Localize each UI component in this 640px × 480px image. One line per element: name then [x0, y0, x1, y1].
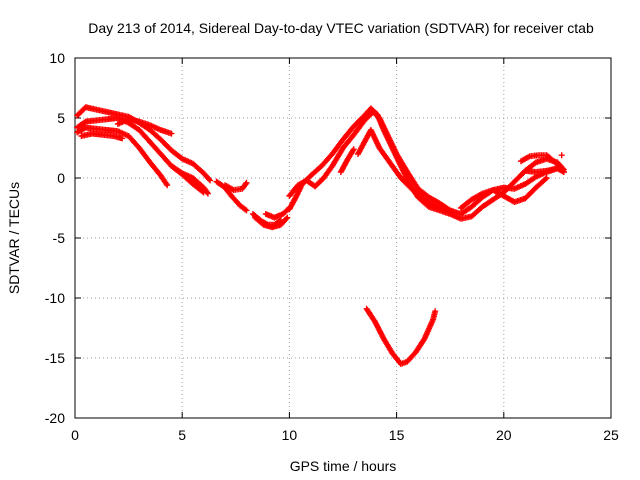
- series-arc-14: [355, 127, 454, 215]
- series-arc-16: [457, 175, 550, 211]
- series-arc-6: [168, 163, 207, 196]
- data-point: [432, 308, 439, 315]
- data-point: [200, 189, 207, 196]
- series-arc-4: [114, 116, 175, 137]
- data-point: [542, 176, 549, 183]
- series-arc-8: [222, 179, 250, 193]
- data-point: [81, 119, 88, 126]
- y-tick-label: -20: [45, 410, 65, 426]
- x-tick-label: 10: [282, 427, 298, 443]
- data-point: [558, 152, 565, 159]
- data-point: [164, 182, 171, 189]
- y-tick-label: -10: [45, 290, 65, 306]
- data-point: [447, 208, 454, 215]
- data-point: [543, 175, 550, 181]
- x-tick-label: 20: [496, 427, 512, 443]
- series-outlier: [558, 152, 565, 159]
- x-tick-label: 15: [389, 427, 405, 443]
- data-point: [283, 215, 290, 222]
- data-point: [204, 190, 211, 197]
- series-arc-1: [74, 104, 214, 184]
- data-point: [554, 165, 561, 172]
- data-point: [242, 181, 249, 187]
- series-arc-3: [74, 124, 171, 189]
- axis-ticks: [74, 57, 612, 419]
- data-point: [242, 206, 249, 213]
- data-point: [243, 179, 250, 186]
- data-point: [168, 130, 175, 137]
- series-arc-19: [363, 305, 439, 367]
- series-arc-18: [522, 165, 561, 175]
- y-tick-label: -5: [53, 230, 66, 246]
- data-point: [119, 135, 126, 142]
- data-point: [206, 176, 212, 183]
- data-point: [560, 169, 567, 175]
- chart-title: Day 213 of 2014, Sidereal Day-to-day VTE…: [88, 20, 594, 36]
- series-arc-7: [213, 178, 250, 214]
- series-arc-5: [78, 130, 126, 142]
- data-point: [559, 167, 566, 174]
- data-points: [74, 104, 567, 367]
- data-point: [350, 146, 357, 153]
- series-arc-15: [337, 146, 357, 175]
- grid: [75, 58, 611, 418]
- x-tick-label: 25: [603, 427, 619, 443]
- y-tick-labels: -20 -15 -10 -5 0 5 10: [45, 50, 65, 426]
- data-point: [243, 207, 250, 214]
- data-point: [207, 177, 214, 184]
- data-point: [199, 188, 206, 195]
- y-tick-label: -15: [45, 350, 65, 366]
- data-point: [284, 214, 291, 221]
- y-tick-label: 5: [57, 110, 65, 126]
- y-tick-label: 0: [57, 170, 65, 186]
- x-tick-label: 5: [178, 427, 186, 443]
- y-tick-label: 10: [49, 50, 65, 66]
- x-tick-labels: 0 5 10 15 20 25: [71, 427, 619, 443]
- x-tick-label: 0: [71, 427, 79, 443]
- y-axis-label: SDTVAR / TECUs: [6, 182, 22, 294]
- x-axis-label: GPS time / hours: [290, 458, 397, 474]
- series-arc-17: [517, 152, 567, 175]
- series-arc-12: [286, 105, 567, 222]
- series-arc-10: [252, 214, 291, 231]
